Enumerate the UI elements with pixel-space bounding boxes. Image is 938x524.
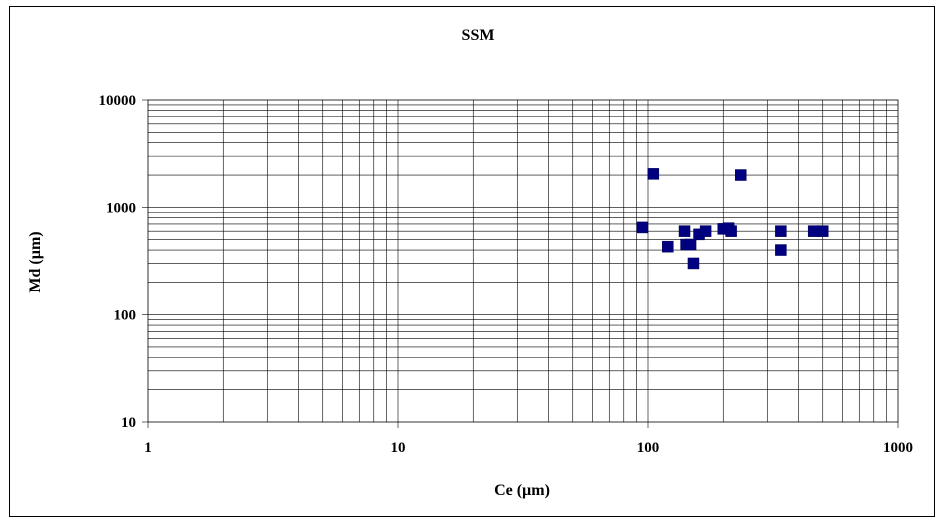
data-point [775, 225, 787, 237]
grid-lines [148, 100, 898, 422]
y-axis-ticks: 10 100 1000 10000 [99, 93, 148, 431]
data-point [678, 225, 691, 237]
x-tick-label: 100 [637, 440, 660, 456]
data-point [735, 169, 747, 181]
y-axis-label: Md (µm) [27, 231, 44, 292]
chart-title: SSM [462, 27, 495, 44]
data-point [725, 225, 737, 237]
data-points [636, 168, 829, 270]
data-point [687, 257, 700, 270]
data-point [636, 221, 649, 234]
data-point [775, 244, 787, 256]
data-point [647, 168, 660, 180]
data-point [684, 238, 697, 251]
x-tick-label: 1 [144, 440, 152, 456]
y-tick-label: 10000 [99, 93, 137, 109]
y-tick-label: 10 [121, 415, 136, 431]
data-point [816, 225, 829, 237]
x-axis-label: Ce (µm) [494, 482, 550, 499]
x-axis-ticks: 1 10 100 1000 [144, 422, 913, 456]
y-tick-label: 100 [114, 308, 137, 324]
y-tick-label: 1000 [106, 200, 136, 216]
x-tick-label: 10 [391, 440, 406, 456]
plot-area [147, 99, 899, 423]
x-tick-label: 1000 [883, 440, 913, 456]
data-point [662, 240, 674, 253]
data-point [699, 225, 712, 237]
chart-frame [9, 6, 935, 517]
